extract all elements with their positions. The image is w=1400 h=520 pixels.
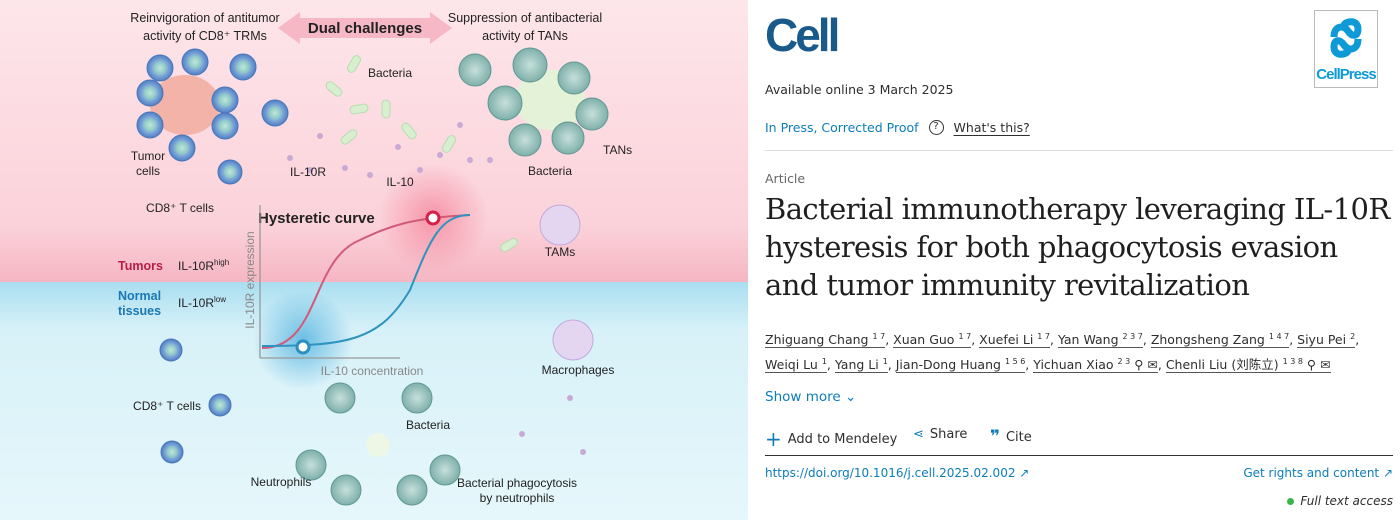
- add-to-mendeley-button[interactable]: + Add to Mendeley: [765, 427, 898, 451]
- normal-tissues-label-2: tissues: [118, 304, 161, 318]
- access-dot-icon: [1287, 498, 1295, 505]
- rights-link[interactable]: Get rights and content ↗: [1243, 466, 1393, 480]
- bacteria-bottom-label: Bacteria: [406, 418, 450, 432]
- cell-journal-logo[interactable]: Cell: [765, 9, 840, 61]
- show-more-button[interactable]: Show more ⌄: [765, 389, 857, 405]
- article-header: Cell CellPress Available online 3 March …: [765, 0, 1393, 520]
- author-link[interactable]: Yang Li 1: [834, 357, 888, 374]
- author-link[interactable]: Xuan Guo 1 7: [893, 332, 972, 349]
- person-icon: ⚲: [1134, 357, 1144, 373]
- neutrophils-label: Neutrophils: [251, 475, 312, 489]
- x-axis-label: IL-10 concentration: [321, 364, 424, 378]
- author-link[interactable]: Chenli Liu (刘陈立) 1 3 8 ⚲ ✉: [1165, 357, 1331, 374]
- author-link[interactable]: Xuefei Li 1 7: [979, 332, 1051, 349]
- tumor-cluster: [136, 48, 289, 464]
- bacteria-right-label: Bacteria: [528, 164, 572, 178]
- il10r-low-label: IL-10Rlow: [178, 295, 226, 310]
- hysteresis-plot: [259, 205, 471, 359]
- top-left-caption-1: Reinvigoration of antitumor: [130, 11, 279, 25]
- double-arrow: [278, 12, 452, 44]
- il10r-label: IL-10R: [290, 165, 326, 179]
- access-badge: Full text access: [1287, 494, 1393, 508]
- email-icon: ✉: [1320, 357, 1331, 373]
- author-link[interactable]: Zhongsheng Zang 1 4 7: [1150, 332, 1290, 349]
- plus-icon: +: [765, 427, 782, 451]
- article-type: Article: [765, 171, 806, 186]
- bacteria-label: Bacteria: [368, 66, 412, 80]
- author-link[interactable]: Yichuan Xiao 2 3 ⚲ ✉: [1033, 357, 1158, 374]
- person-icon: ⚲: [1306, 357, 1317, 373]
- bacteria-cluster: [366, 433, 390, 457]
- top-right-caption-1: Suppression of antibacterial: [448, 11, 602, 25]
- author-link[interactable]: Weiqi Lu 1: [765, 357, 827, 374]
- graphical-abstract: Reinvigoration of antitumor activity of …: [0, 0, 748, 520]
- cd8-label-bottom: CD8⁺ T cells: [133, 399, 201, 413]
- tams-label: TAMs: [545, 245, 575, 259]
- article-title: Bacterial immunotherapy leveraging IL-10…: [765, 192, 1390, 302]
- author-list: Zhiguang Chang 1 7, Xuan Guo 1 7, Xuefei…: [765, 332, 1360, 374]
- neutrophils: [295, 382, 461, 506]
- il10r-high-label: IL-10Rhigh: [178, 258, 229, 273]
- author-link[interactable]: Siyu Pei 2: [1297, 332, 1356, 349]
- doi-link[interactable]: https://doi.org/10.1016/j.cell.2025.02.0…: [765, 466, 1030, 480]
- quote-icon: ❞: [990, 427, 1000, 447]
- available-online: Available online 3 March 2025: [765, 82, 954, 97]
- cite-button[interactable]: ❞ Cite: [990, 427, 1032, 447]
- cellpress-mark-icon: [1330, 18, 1362, 58]
- il10-dots: [287, 122, 586, 455]
- il10-label: IL-10: [386, 175, 414, 189]
- tan-cluster: [458, 47, 609, 361]
- phagocytosis-label-2: by neutrophils: [480, 491, 555, 505]
- in-press-status[interactable]: In Press, Corrected Proof: [765, 120, 919, 135]
- email-icon: ✉: [1147, 357, 1158, 373]
- chevron-down-icon: ⌄: [844, 389, 857, 405]
- author-link[interactable]: Yan Wang 2 3 7: [1057, 332, 1143, 349]
- author-link[interactable]: Zhiguang Chang 1 7: [765, 332, 886, 349]
- cd8-label-top: CD8⁺ T cells: [146, 201, 214, 215]
- share-icon: ⋖: [913, 427, 924, 442]
- share-button[interactable]: ⋖ Share: [913, 427, 968, 442]
- phagocytosis-label-1: Bacterial phagocytosis: [457, 476, 577, 490]
- y-axis-label: IL-10R expression: [243, 231, 257, 328]
- cellpress-logo[interactable]: CellPress: [1314, 10, 1378, 88]
- whats-this-link[interactable]: What's this?: [953, 120, 1030, 135]
- bacteria-rods: [325, 55, 518, 252]
- hysteretic-curve-label: Hysteretic curve: [258, 210, 375, 227]
- author-link[interactable]: Jian-Dong Huang 1 5 6: [895, 357, 1026, 374]
- macrophages-label: Macrophages: [542, 363, 615, 377]
- tumor-cells-label-1: Tumor: [131, 149, 165, 163]
- tumor-cells-label-2: cells: [136, 164, 160, 178]
- help-icon[interactable]: ?: [928, 120, 944, 135]
- dual-challenges-label: Dual challenges: [308, 20, 422, 37]
- tans-label: TANs: [603, 143, 632, 157]
- top-right-caption-2: activity of TANs: [482, 29, 568, 43]
- top-left-caption-2: activity of CD8⁺ TRMs: [143, 29, 267, 43]
- normal-tissues-label-1: Normal: [118, 289, 161, 303]
- tumors-label: Tumors: [118, 259, 163, 273]
